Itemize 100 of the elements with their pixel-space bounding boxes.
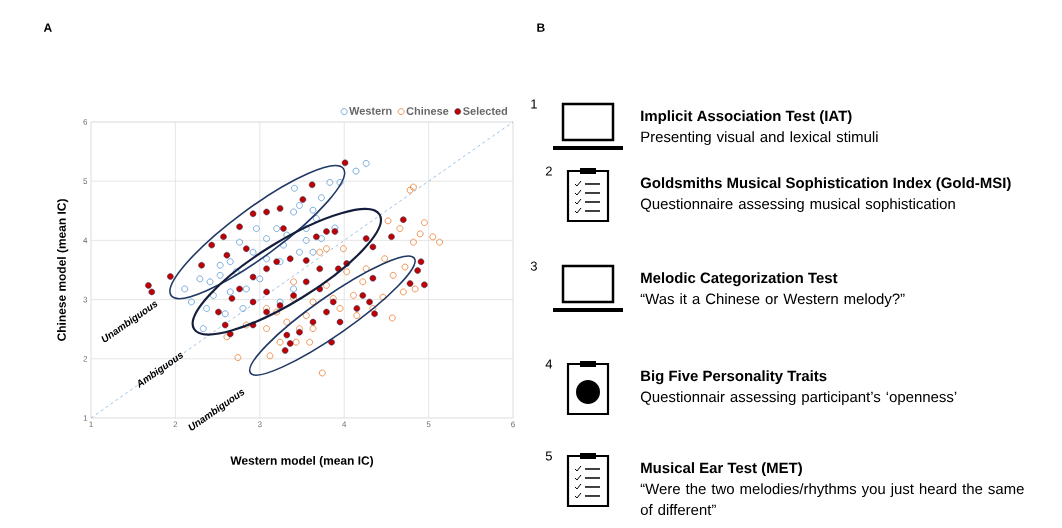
point bbox=[263, 255, 270, 263]
point bbox=[203, 305, 211, 312]
point bbox=[399, 288, 407, 296]
point bbox=[309, 325, 317, 332]
point bbox=[350, 292, 357, 299]
point bbox=[283, 231, 291, 239]
point bbox=[352, 167, 360, 175]
point bbox=[276, 338, 284, 346]
point bbox=[410, 238, 417, 246]
point bbox=[302, 236, 310, 244]
point bbox=[296, 202, 303, 209]
point bbox=[290, 208, 297, 216]
point bbox=[410, 183, 417, 191]
point bbox=[384, 217, 392, 225]
text: 1 bbox=[531, 99, 537, 109]
point bbox=[199, 325, 207, 332]
text: “Were the two melodies/rhythms you just heard the same of different” bbox=[640, 483, 1024, 516]
point bbox=[292, 338, 300, 346]
point bbox=[388, 314, 396, 322]
point bbox=[253, 225, 260, 232]
point bbox=[263, 305, 270, 312]
point bbox=[256, 275, 264, 283]
point bbox=[226, 258, 234, 266]
point bbox=[316, 248, 324, 256]
point bbox=[381, 255, 389, 263]
point bbox=[216, 261, 224, 269]
point bbox=[436, 238, 443, 246]
point bbox=[411, 285, 419, 293]
point bbox=[353, 312, 361, 319]
text: B bbox=[537, 23, 545, 32]
point bbox=[242, 321, 250, 329]
text: Questionnair assessing participant’s ‘openness’ bbox=[640, 391, 957, 406]
point bbox=[263, 325, 270, 332]
point bbox=[369, 305, 377, 312]
y-axis-title: Chinese model (mean IC) bbox=[57, 199, 69, 341]
point bbox=[283, 318, 291, 326]
point bbox=[309, 206, 317, 214]
point bbox=[221, 310, 229, 318]
point bbox=[396, 225, 404, 232]
point bbox=[188, 298, 195, 306]
point bbox=[343, 268, 351, 276]
legend-label: Chinese bbox=[406, 106, 449, 115]
point bbox=[290, 278, 297, 286]
point bbox=[362, 265, 370, 273]
point bbox=[181, 285, 189, 293]
text: “Was it a Chinese or Western melody?” bbox=[640, 293, 905, 308]
point bbox=[291, 184, 298, 192]
point bbox=[323, 281, 330, 289]
text: 3 bbox=[530, 261, 537, 271]
point bbox=[273, 225, 281, 232]
point bbox=[309, 248, 317, 256]
point bbox=[206, 278, 214, 286]
point bbox=[318, 369, 326, 377]
point bbox=[429, 233, 437, 241]
text: Musical Ear Test (MET) bbox=[641, 462, 802, 477]
point bbox=[312, 215, 320, 222]
point bbox=[329, 295, 337, 302]
text: Goldsmiths Musical Sophistication Index (Gold-MSI) bbox=[640, 177, 1011, 192]
point bbox=[318, 235, 325, 243]
chart-title: A bbox=[43, 23, 52, 32]
text: 4 bbox=[545, 359, 553, 369]
text: Melodic Categorization Test bbox=[641, 272, 838, 287]
point bbox=[236, 238, 243, 246]
point bbox=[296, 248, 303, 256]
point bbox=[336, 178, 344, 186]
legend-label: Selected bbox=[463, 106, 508, 115]
point bbox=[280, 241, 287, 249]
point bbox=[359, 278, 367, 286]
point bbox=[296, 325, 303, 332]
text: Questionnaire assessing musical sophistication bbox=[640, 198, 955, 213]
point bbox=[273, 308, 281, 316]
point bbox=[362, 160, 370, 167]
point bbox=[302, 225, 310, 232]
point bbox=[309, 298, 317, 306]
point bbox=[323, 245, 330, 253]
point bbox=[416, 230, 424, 238]
x-axis-title: Western model (mean IC) bbox=[230, 455, 374, 468]
text: 2 bbox=[545, 166, 552, 176]
point bbox=[226, 288, 234, 296]
point bbox=[339, 245, 347, 253]
text: Presenting visual and lexical stimuli bbox=[641, 131, 878, 146]
point bbox=[263, 235, 270, 243]
point bbox=[239, 305, 247, 312]
point bbox=[389, 271, 397, 279]
point bbox=[406, 186, 414, 194]
point bbox=[234, 354, 242, 361]
point bbox=[302, 312, 310, 319]
point bbox=[290, 285, 297, 293]
point bbox=[326, 178, 334, 186]
point bbox=[242, 285, 250, 293]
point bbox=[379, 293, 387, 301]
point bbox=[401, 263, 409, 271]
point bbox=[266, 352, 274, 360]
point bbox=[420, 219, 428, 227]
legend-label: Western bbox=[349, 107, 392, 115]
text: Implicit Association Test (IAT) bbox=[641, 110, 852, 125]
point bbox=[232, 268, 240, 276]
text: 5 bbox=[545, 451, 552, 461]
point bbox=[318, 194, 325, 202]
point bbox=[209, 292, 217, 299]
